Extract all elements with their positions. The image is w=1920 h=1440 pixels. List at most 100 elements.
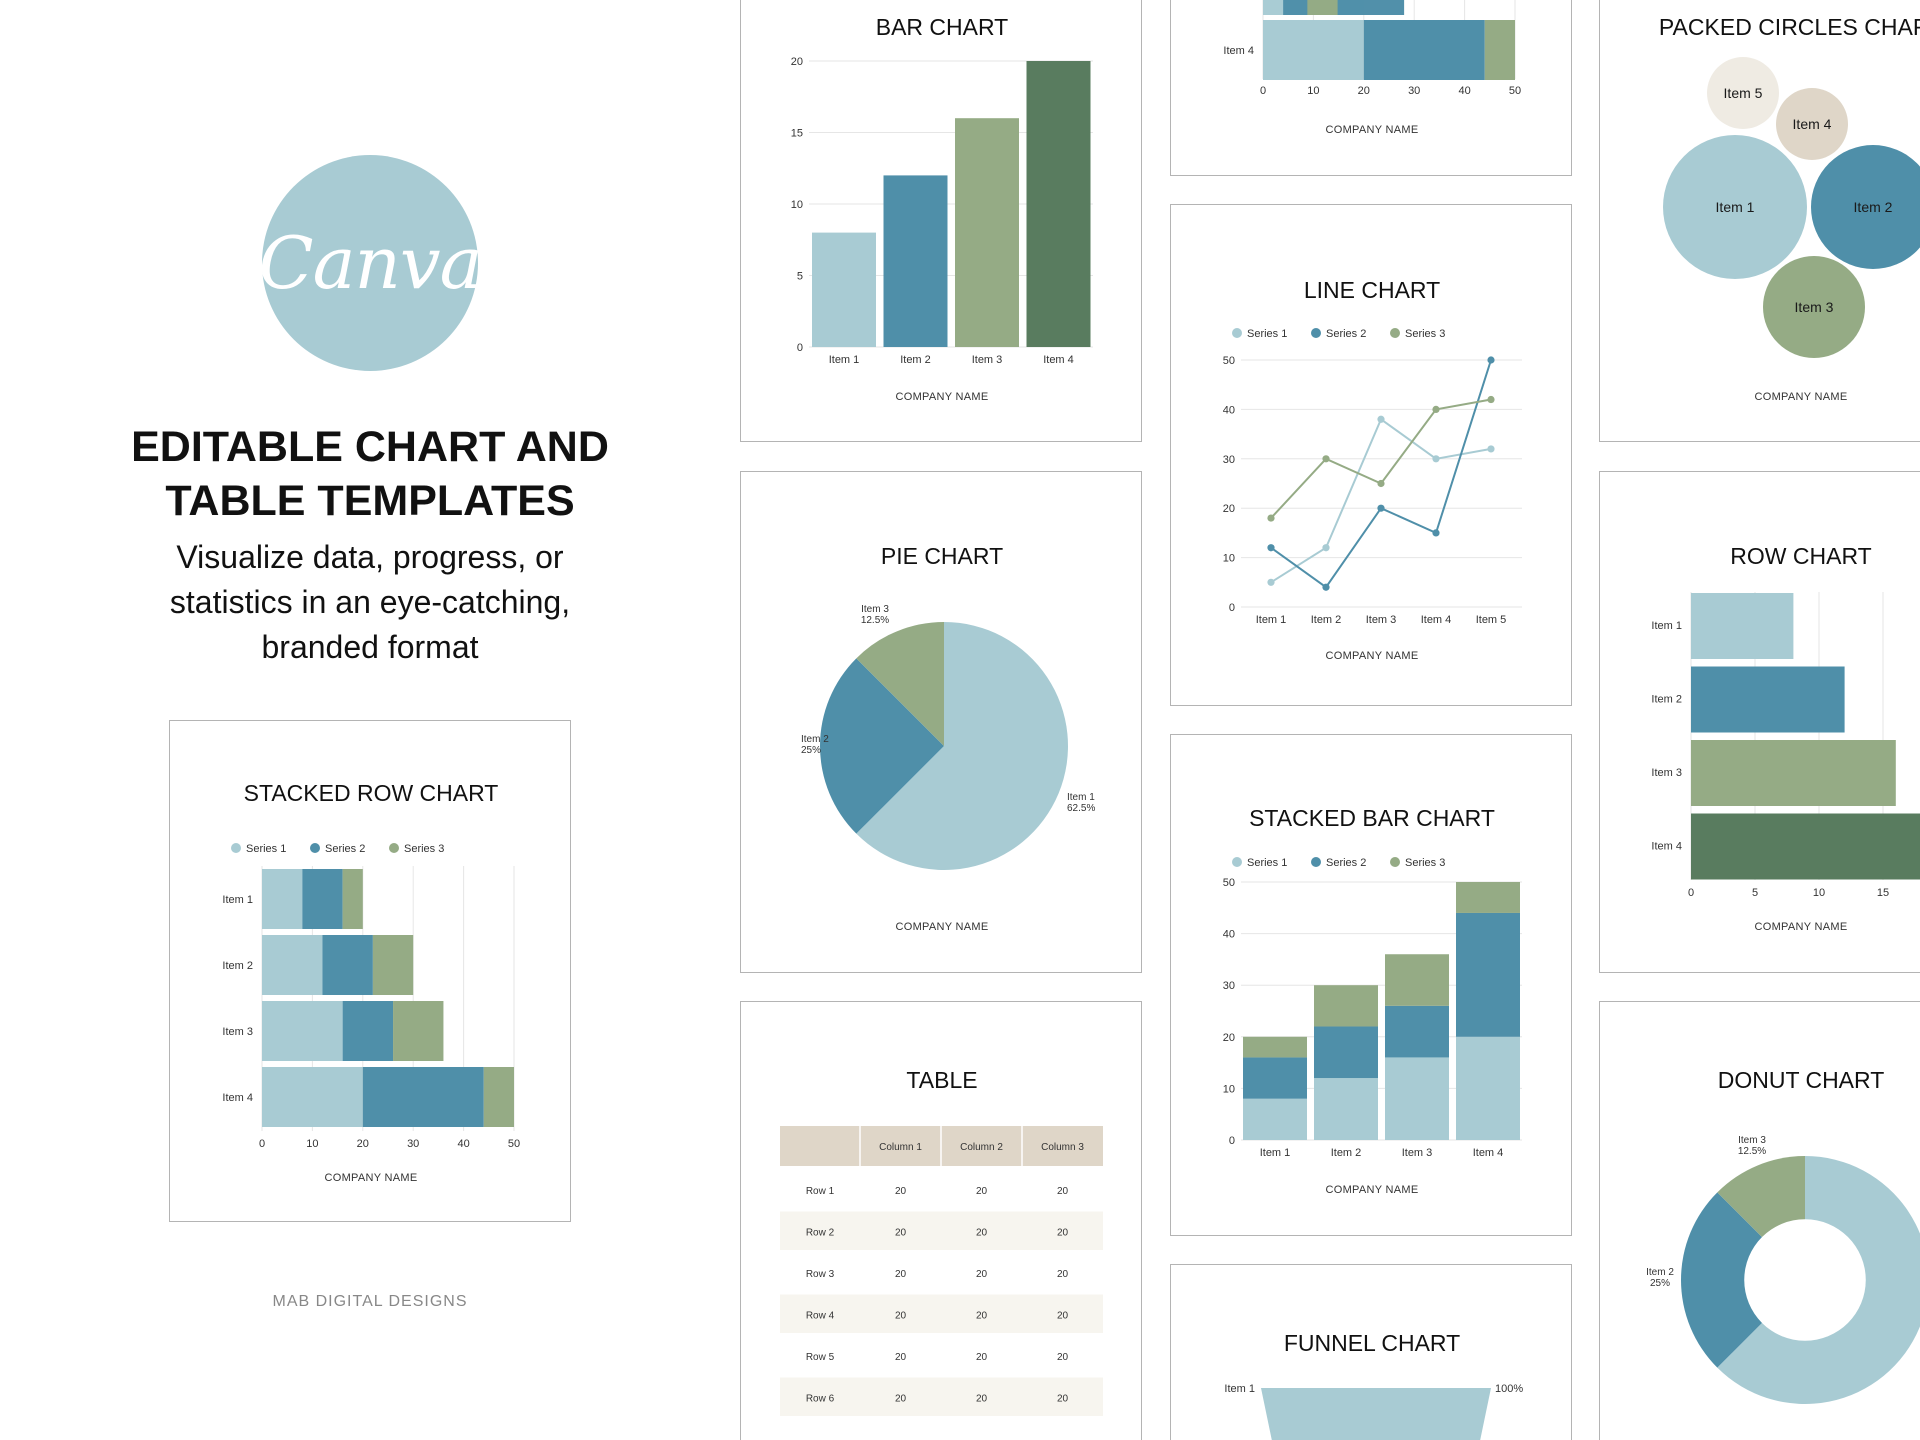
x-tick-label: 10 (1307, 85, 1319, 97)
subheadline-line-3: branded format (261, 629, 479, 665)
table-cell: 20 (1057, 1227, 1069, 1238)
bubble-label: Item 2 (1854, 199, 1893, 215)
table-chart: TABLE Column 1 Column 2 Column 3 Row 1 20 20 20… (780, 1067, 1103, 1416)
y-tick-label: 20 (1223, 1032, 1235, 1044)
bar-segment (262, 1067, 363, 1127)
bubble-label: Item 5 (1724, 85, 1763, 101)
legend-swatch (1390, 328, 1400, 338)
table-cell: 20 (1057, 1186, 1069, 1197)
y-tick-label: 10 (791, 199, 803, 211)
y-tick-label: 0 (1229, 602, 1235, 614)
table-cell: 20 (895, 1310, 907, 1321)
table-cell: 20 (1057, 1310, 1069, 1321)
bar (1026, 61, 1091, 347)
table-cell: Row 4 (806, 1310, 835, 1321)
pie-card: PIE CHART Item 1 62.5% Item 2 25% Item 3 12.5%… (740, 471, 1142, 973)
bar-segment (1243, 1036, 1307, 1058)
y-tick-label: 30 (1223, 454, 1235, 466)
company-name: COMPANY NAME (1325, 124, 1418, 136)
bar-segment (262, 935, 323, 995)
table-row-stripe (780, 1211, 1103, 1250)
y-tick-label: 30 (1223, 980, 1235, 992)
category-label: Item 3 (1651, 767, 1682, 779)
chart-title: PIE CHART (881, 543, 1003, 569)
funnel-segment (1261, 1388, 1491, 1440)
bar (1691, 740, 1896, 806)
y-tick-label: 5 (797, 271, 803, 283)
bar-segment (372, 935, 414, 995)
slice-label: Item 1 (1067, 792, 1095, 803)
bar-segment (1385, 1057, 1449, 1140)
slice (820, 658, 944, 834)
legend-swatch (1232, 328, 1242, 338)
row-chart: ROW CHART 0 5 10 15 Item 1 Item 2 Item 3 Item 4 C… (1651, 543, 1920, 933)
bar-segment (1263, 20, 1364, 80)
legend-label: Series 3 (1405, 328, 1445, 340)
table-cell: 20 (895, 1269, 907, 1280)
x-tick-label: Item 3 (1402, 1147, 1433, 1159)
company-name: COMPANY NAME (1754, 921, 1847, 933)
x-tick-label: 30 (1408, 85, 1420, 97)
bar (883, 175, 948, 347)
data-point (1267, 544, 1275, 552)
data-point (1322, 455, 1330, 463)
legend-swatch (389, 843, 399, 853)
data-point (1487, 395, 1495, 404)
y-tick-label: 40 (1223, 929, 1235, 941)
column-header: Column 1 (879, 1142, 922, 1153)
stacked-row-chart: STACKED ROW CHART Series 1 Series 2 Series … (222, 780, 520, 1184)
x-tick-label: 0 (259, 1138, 265, 1150)
y-tick-label: 20 (791, 56, 803, 68)
bubble (1707, 57, 1779, 129)
canva-logo-text: Canva (258, 221, 483, 305)
table-cell: 20 (976, 1352, 988, 1363)
canva-logo: Canva (259, 155, 483, 371)
bar-segment (1456, 1036, 1520, 1140)
bar-segment (1456, 882, 1520, 913)
x-tick-label: 10 (306, 1138, 318, 1150)
legend-swatch (231, 843, 241, 853)
bar-segment (1243, 1057, 1307, 1099)
table-cell: 20 (976, 1186, 988, 1197)
category-label: Item 1 (1651, 620, 1682, 632)
x-tick-label: Item 3 (972, 354, 1003, 366)
legend-label: Series 2 (325, 843, 365, 855)
x-tick-label: 50 (508, 1138, 520, 1150)
chart-title: BAR CHART (876, 14, 1009, 40)
chart-title: DONUT CHART (1718, 1067, 1885, 1093)
y-tick-label: 50 (1223, 877, 1235, 889)
chart-title: PACKED CIRCLES CHART (1659, 14, 1920, 40)
category-label: Item 1 (222, 894, 253, 906)
stacked-row-card: STACKED ROW CHART Series 1 Series 2 Series … (169, 720, 571, 1222)
legend-label: Series 3 (1405, 857, 1445, 869)
funnel-card: FUNNEL CHART Item 1 100% (1170, 1264, 1572, 1440)
bar-segment (1363, 20, 1485, 80)
line-card: LINE CHART Series 1 Series 2 Series 3 0 10 20 3… (1170, 204, 1572, 706)
slice-label: Item 2 (1646, 1267, 1674, 1278)
company-name: COMPANY NAME (1325, 650, 1418, 662)
legend-swatch (1311, 857, 1321, 867)
x-tick-label: Item 1 (829, 354, 860, 366)
x-tick-label: Item 4 (1473, 1147, 1504, 1159)
table-cell: Row 2 (806, 1227, 835, 1238)
bar-segment (262, 869, 303, 929)
bar-segment (342, 1001, 394, 1061)
chart-title: LINE CHART (1304, 277, 1440, 303)
bar-segment (393, 1001, 444, 1061)
packed-circles-chart: PACKED CIRCLES CHART Item 1 Item 2 Item 3 It… (1659, 14, 1920, 403)
bar (1691, 813, 1920, 880)
data-point (1432, 529, 1440, 537)
bar-chart: BAR CHART 0 5 10 15 20 Item 1 Item 2 Item 3 Item … (791, 14, 1093, 403)
bubble-label: Item 1 (1716, 199, 1755, 215)
category-label: Item 4 (1651, 841, 1682, 853)
data-point (1377, 479, 1385, 488)
table-cell: 20 (976, 1393, 988, 1404)
data-point (1267, 578, 1275, 586)
pie-chart: PIE CHART Item 162.5% Item 225% Item 312.5%… (801, 543, 1095, 933)
company-name: COMPANY NAME (895, 391, 988, 403)
headline: EDITABLE CHART AND TABLE TEMPLATES (60, 420, 680, 528)
data-point (1432, 455, 1440, 463)
series-line (1270, 359, 1492, 589)
legend-label: Series 3 (404, 843, 444, 855)
